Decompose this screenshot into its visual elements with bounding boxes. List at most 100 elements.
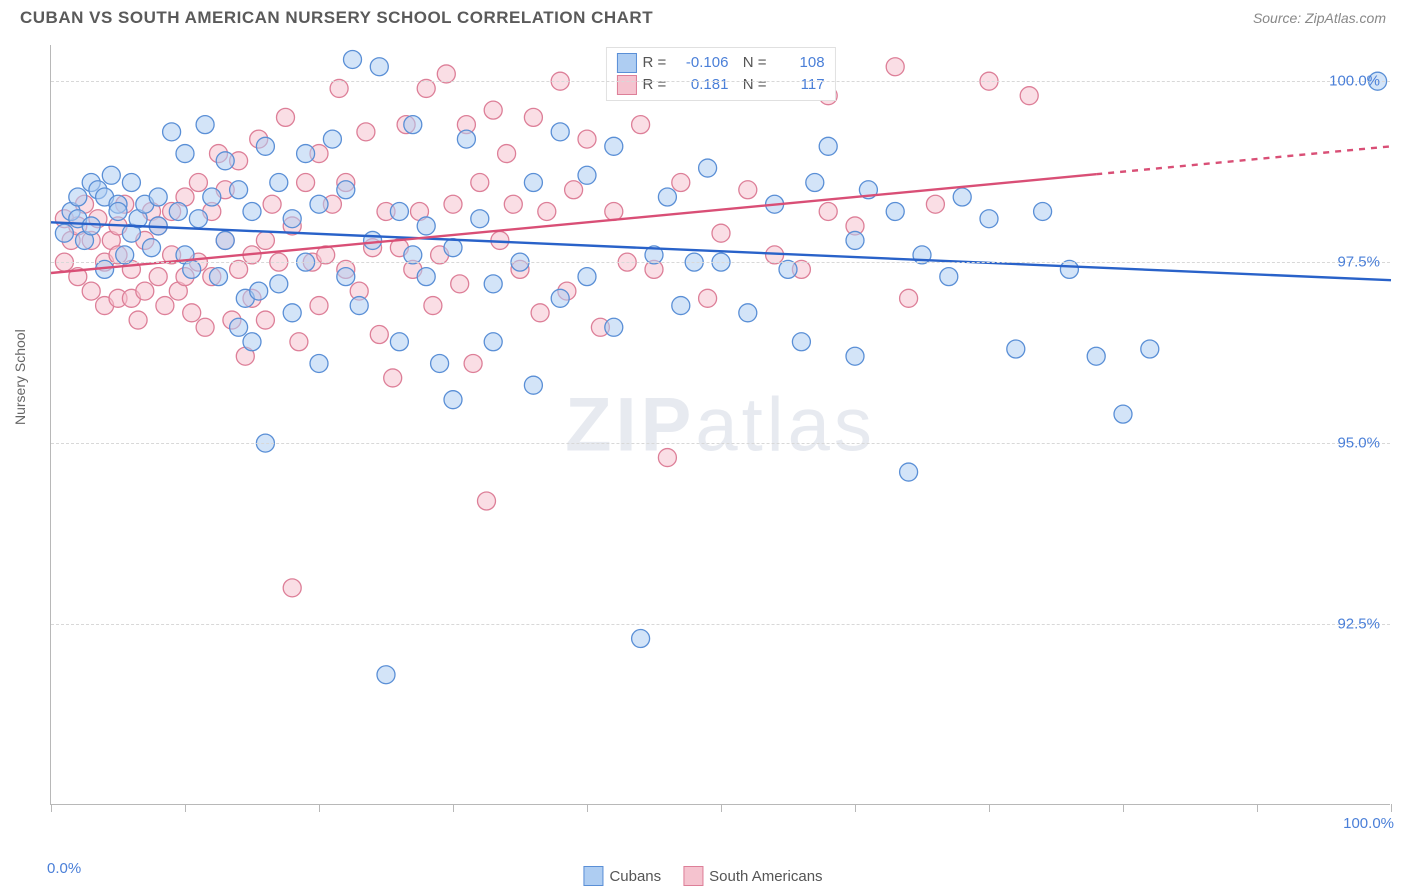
x-tick (721, 804, 722, 812)
data-point-cubans (69, 188, 87, 206)
data-point-cubans (1034, 202, 1052, 220)
data-point-south_americans (484, 101, 502, 119)
data-point-south_americans (926, 195, 944, 213)
data-point-cubans (55, 224, 73, 242)
data-point-cubans (364, 231, 382, 249)
data-point-cubans (82, 217, 100, 235)
data-point-south_americans (256, 311, 274, 329)
data-point-cubans (444, 239, 462, 257)
data-point-south_americans (524, 108, 542, 126)
legend-item-cubans: Cubans (583, 866, 661, 886)
data-point-cubans (270, 275, 288, 293)
data-point-cubans (270, 174, 288, 192)
data-point-cubans (310, 195, 328, 213)
data-point-cubans (431, 354, 449, 372)
swatch-south-americans (616, 75, 636, 95)
x-tick (989, 804, 990, 812)
data-point-south_americans (263, 195, 281, 213)
x-tick (1391, 804, 1392, 812)
data-point-south_americans (451, 275, 469, 293)
data-point-south_americans (189, 174, 207, 192)
data-point-south_americans (632, 116, 650, 134)
data-point-south_americans (256, 231, 274, 249)
data-point-south_americans (196, 318, 214, 336)
x-tick (185, 804, 186, 812)
data-point-south_americans (605, 202, 623, 220)
x-tick (587, 804, 588, 812)
x-tick (1257, 804, 1258, 812)
data-point-south_americans (900, 289, 918, 307)
data-point-cubans (404, 116, 422, 134)
data-point-cubans (551, 123, 569, 141)
x-max-label: 100.0% (1343, 815, 1394, 832)
data-point-cubans (739, 304, 757, 322)
data-point-south_americans (578, 130, 596, 148)
data-point-cubans (524, 376, 542, 394)
data-point-south_americans (478, 492, 496, 510)
r-value-cubans: -0.106 (676, 52, 728, 74)
data-point-cubans (243, 202, 261, 220)
data-point-cubans (256, 137, 274, 155)
data-point-cubans (143, 239, 161, 257)
data-point-cubans (243, 333, 261, 351)
data-point-south_americans (357, 123, 375, 141)
legend-stats-box: R = -0.106 N = 108 R = 0.181 N = 117 (605, 47, 835, 101)
grid-line (51, 443, 1390, 444)
data-point-south_americans (297, 174, 315, 192)
data-point-cubans (390, 202, 408, 220)
data-point-cubans (337, 268, 355, 286)
data-point-south_americans (283, 579, 301, 597)
data-point-cubans (806, 174, 824, 192)
data-point-cubans (699, 159, 717, 177)
grid-line (51, 81, 1390, 82)
data-point-south_americans (149, 268, 167, 286)
data-point-cubans (377, 666, 395, 684)
n-label: N = (734, 52, 766, 74)
data-point-cubans (846, 347, 864, 365)
data-point-cubans (297, 145, 315, 163)
data-point-cubans (176, 145, 194, 163)
data-point-cubans (632, 630, 650, 648)
data-point-south_americans (444, 195, 462, 213)
data-point-cubans (980, 210, 998, 228)
source-attribution: Source: ZipAtlas.com (1253, 10, 1386, 26)
x-tick (855, 804, 856, 812)
data-point-cubans (109, 202, 127, 220)
data-point-cubans (149, 188, 167, 206)
data-point-cubans (457, 130, 475, 148)
data-point-cubans (605, 318, 623, 336)
data-point-cubans (524, 174, 542, 192)
y-tick-label: 92.5% (1337, 616, 1380, 633)
swatch-cubans-icon (583, 866, 603, 886)
data-point-cubans (484, 275, 502, 293)
swatch-cubans (616, 53, 636, 73)
grid-line (51, 262, 1390, 263)
data-point-cubans (551, 289, 569, 307)
data-point-cubans (819, 137, 837, 155)
data-point-south_americans (464, 354, 482, 372)
data-point-south_americans (565, 181, 583, 199)
data-point-cubans (1114, 405, 1132, 423)
data-point-cubans (210, 268, 228, 286)
data-point-cubans (417, 268, 435, 286)
y-tick-label: 95.0% (1337, 435, 1380, 452)
data-point-cubans (122, 174, 140, 192)
data-point-cubans (444, 391, 462, 409)
data-point-cubans (1007, 340, 1025, 358)
data-point-cubans (605, 137, 623, 155)
swatch-south-americans-icon (683, 866, 703, 886)
data-point-cubans (350, 297, 368, 315)
data-point-cubans (578, 166, 596, 184)
data-point-cubans (390, 333, 408, 351)
data-point-south_americans (739, 181, 757, 199)
data-point-south_americans (384, 369, 402, 387)
r-value-south-americans: 0.181 (676, 74, 728, 96)
x-tick (1123, 804, 1124, 812)
data-point-cubans (846, 231, 864, 249)
data-point-south_americans (819, 202, 837, 220)
data-point-cubans (196, 116, 214, 134)
grid-line (51, 624, 1390, 625)
r-label: R = (642, 74, 670, 96)
data-point-cubans (216, 152, 234, 170)
data-point-cubans (658, 188, 676, 206)
